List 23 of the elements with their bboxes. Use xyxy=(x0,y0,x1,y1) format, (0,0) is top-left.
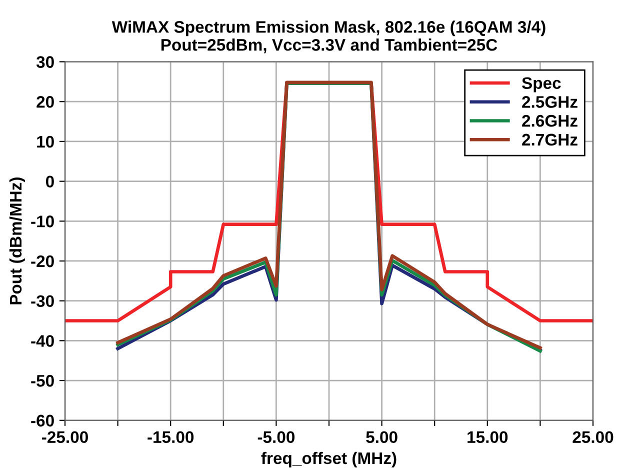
y-tick-label: -10 xyxy=(31,216,54,228)
y-tick-label: -20 xyxy=(31,255,54,268)
chart-title: WiMAX Spectrum Emission Mask, 802.16e (16QAM 3/4) Pout=25dBm, Vcc=3.3V and Tambient=25C xyxy=(112,20,546,54)
y-tick-label: -30 xyxy=(31,295,54,308)
x-axis-title: freq_offset (MHz) xyxy=(261,452,396,468)
legend-label: 2.7GHz xyxy=(522,134,578,146)
y-tick-label: -50 xyxy=(31,374,54,387)
y-axis-title: Pout (dBm/MHz) xyxy=(9,178,25,304)
y-tick-label: 10 xyxy=(37,136,54,148)
x-tick-label: 5.00 xyxy=(366,431,398,444)
x-tick-label: -25.00 xyxy=(42,431,88,444)
legend-label: Spec xyxy=(522,77,561,92)
legend-label: 2.6GHz xyxy=(522,114,578,127)
y-tick-label: 30 xyxy=(36,56,54,68)
legend-label: 2.5GHz xyxy=(522,96,578,108)
y-tick-label: 20 xyxy=(36,96,54,108)
x-tick-label: -5.00 xyxy=(258,431,295,444)
y-tick-label: 0 xyxy=(46,176,54,188)
x-tick-label: 15.00 xyxy=(468,431,508,444)
x-tick-label: 25.00 xyxy=(572,431,614,444)
y-tick-label: -60 xyxy=(31,414,54,427)
y-tick-label: -40 xyxy=(31,335,54,347)
x-tick-label: -15.00 xyxy=(148,431,194,444)
